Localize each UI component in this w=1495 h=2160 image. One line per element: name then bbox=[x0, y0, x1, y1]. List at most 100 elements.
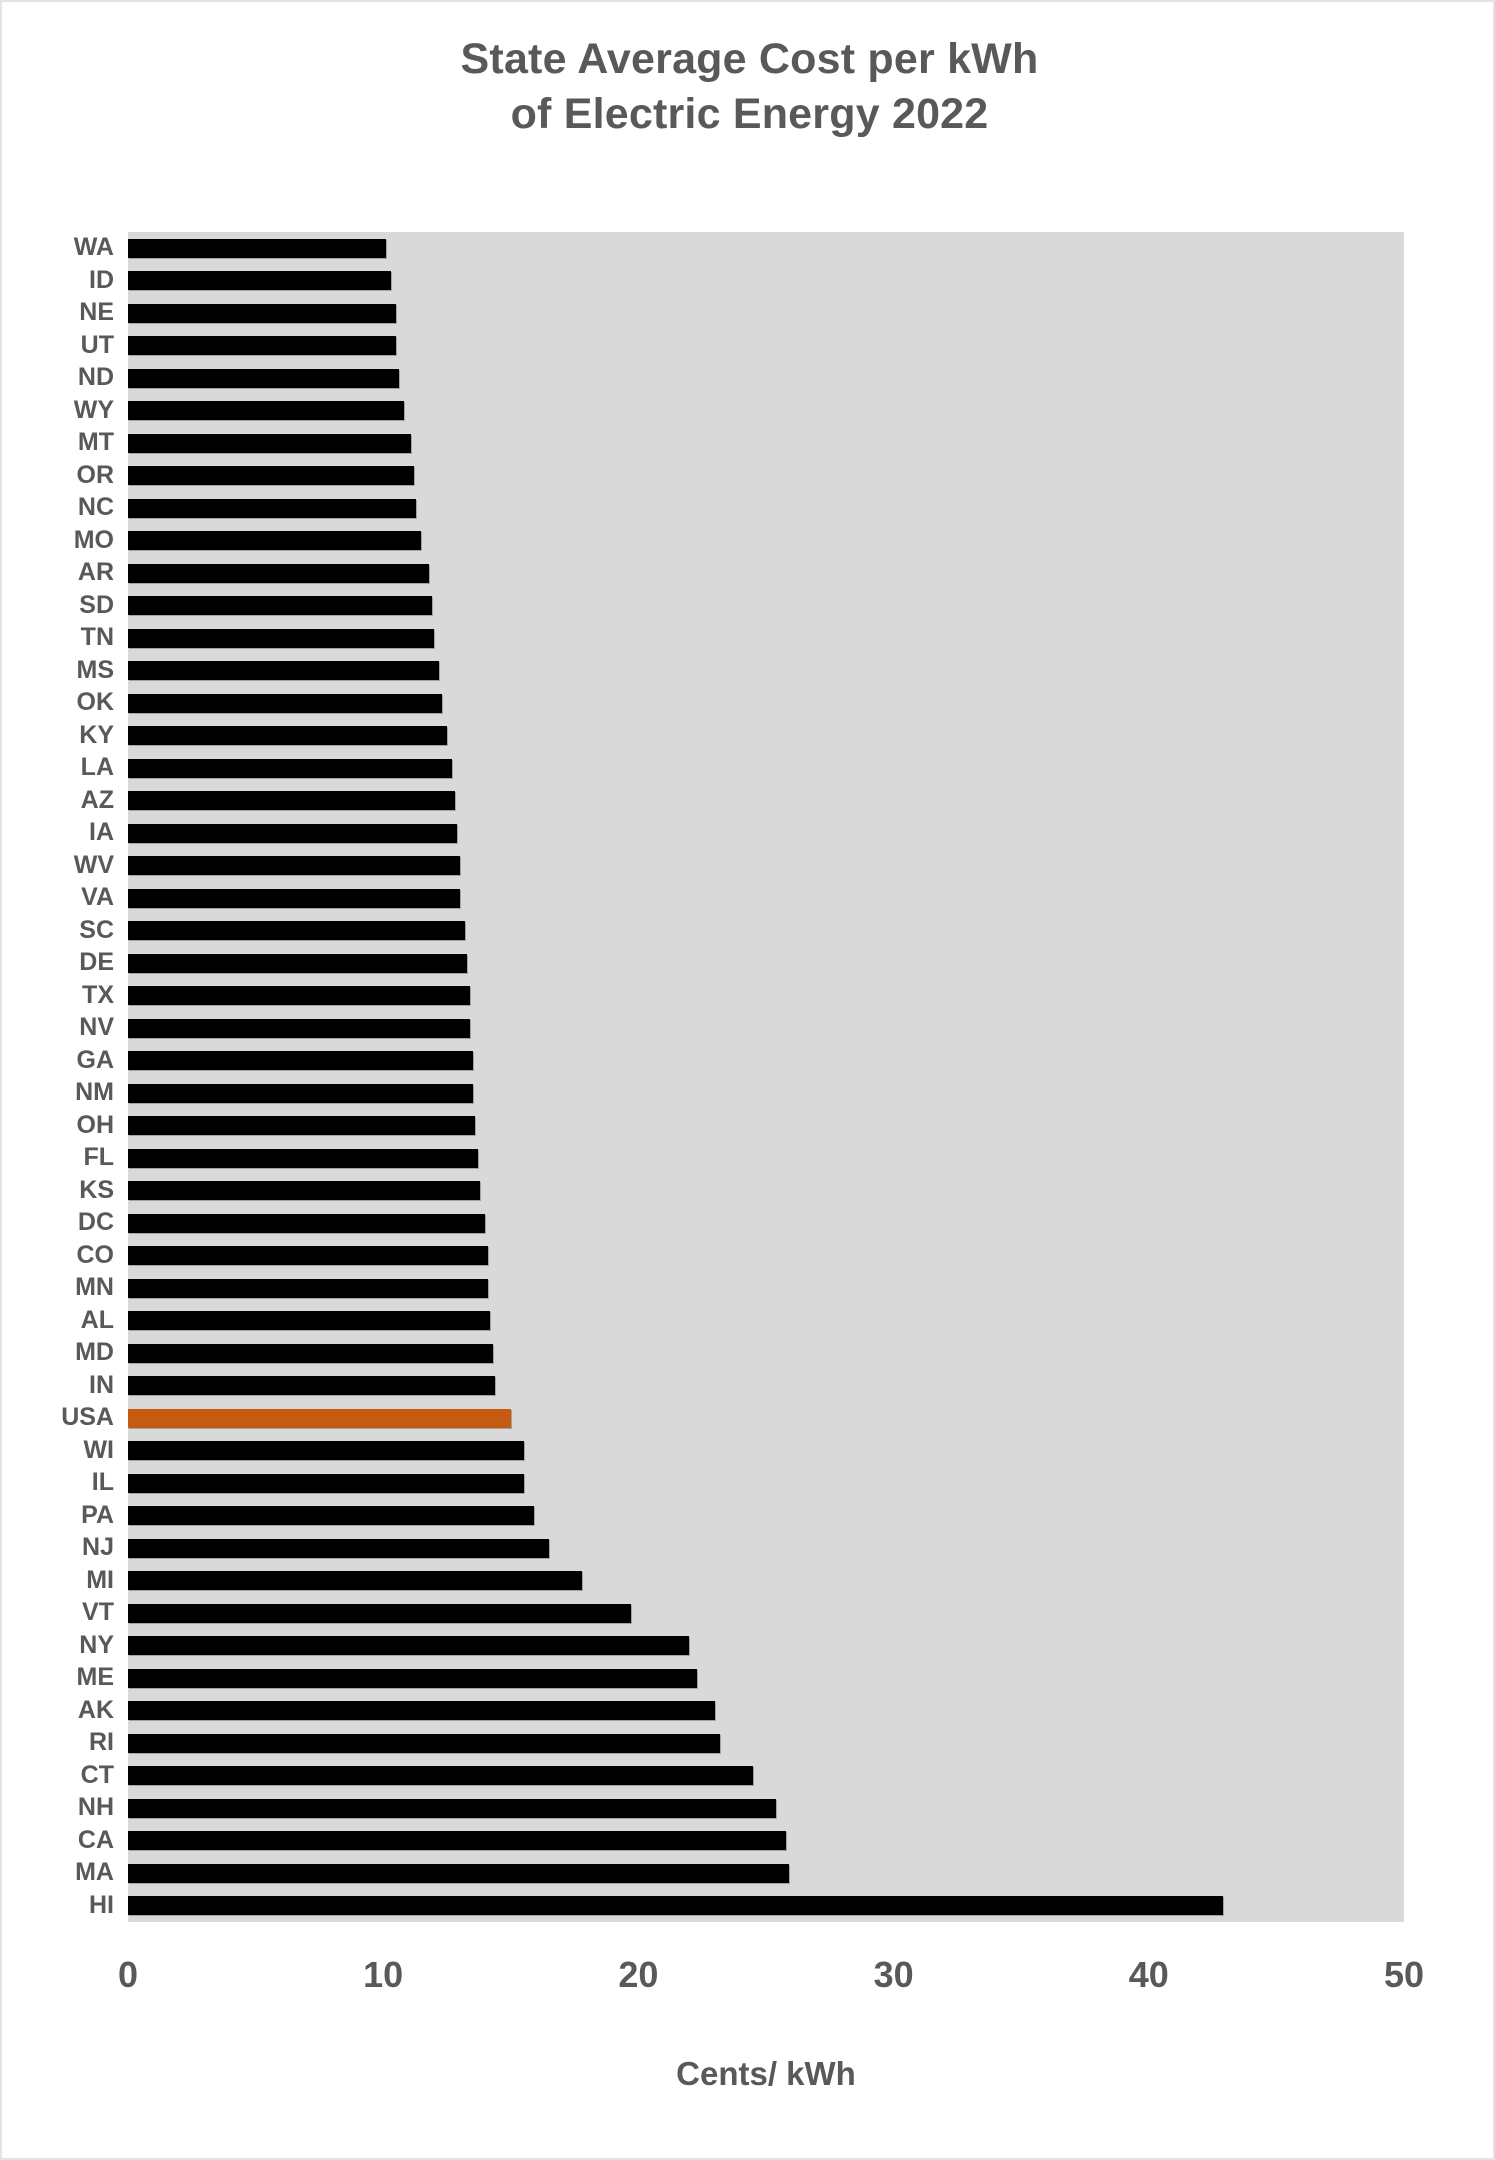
bar-hi bbox=[128, 1896, 1223, 1916]
bar-ca bbox=[128, 1831, 787, 1851]
x-tick-30: 30 bbox=[873, 1954, 914, 1995]
bar-la bbox=[128, 758, 453, 778]
bar-id bbox=[128, 271, 391, 291]
y-label-vt: VT bbox=[82, 1598, 114, 1627]
y-label-mi: MI bbox=[86, 1565, 114, 1594]
bar-wv bbox=[128, 856, 460, 876]
bar-dc bbox=[128, 1213, 486, 1233]
y-label-sd: SD bbox=[79, 590, 114, 619]
y-label-ct: CT bbox=[80, 1760, 114, 1789]
y-label-az: AZ bbox=[80, 785, 114, 814]
bar-nm bbox=[128, 1083, 473, 1103]
y-label-id: ID bbox=[89, 265, 114, 294]
y-label-me: ME bbox=[76, 1663, 115, 1692]
y-label-nc: NC bbox=[77, 493, 114, 522]
bar-sd bbox=[128, 596, 432, 616]
chart-title: State Average Cost per kWh of Electric E… bbox=[2, 32, 1495, 142]
y-label-ga: GA bbox=[76, 1045, 115, 1074]
bar-wi bbox=[128, 1441, 524, 1461]
x-tick-10: 10 bbox=[363, 1954, 404, 1995]
bar-va bbox=[128, 888, 460, 908]
bar-mo bbox=[128, 531, 422, 551]
y-label-pa: PA bbox=[81, 1500, 114, 1529]
bar-mi bbox=[128, 1571, 583, 1591]
y-label-ca: CA bbox=[77, 1825, 114, 1854]
bar-ma bbox=[128, 1863, 789, 1883]
bar-in bbox=[128, 1376, 496, 1396]
y-label-tx: TX bbox=[82, 980, 114, 1009]
bar-usa bbox=[128, 1408, 511, 1428]
y-label-wy: WY bbox=[73, 395, 114, 424]
y-label-co: CO bbox=[76, 1240, 115, 1269]
bar-ne bbox=[128, 303, 396, 323]
bar-pa bbox=[128, 1506, 534, 1526]
y-label-va: VA bbox=[81, 883, 114, 912]
y-label-wa: WA bbox=[73, 233, 114, 262]
bar-tx bbox=[128, 986, 470, 1006]
bar-series bbox=[128, 232, 1404, 1922]
y-label-or: OR bbox=[76, 460, 115, 489]
y-label-nj: NJ bbox=[82, 1533, 114, 1562]
bar-ar bbox=[128, 563, 430, 583]
bar-or bbox=[128, 466, 414, 486]
y-label-ne: NE bbox=[79, 298, 114, 327]
bar-az bbox=[128, 791, 455, 811]
bar-mn bbox=[128, 1278, 488, 1298]
x-tick-40: 40 bbox=[1128, 1954, 1169, 1995]
y-label-la: LA bbox=[80, 753, 114, 782]
y-label-wi: WI bbox=[83, 1435, 114, 1464]
bar-ms bbox=[128, 661, 440, 681]
bar-wy bbox=[128, 401, 404, 421]
y-label-oh: OH bbox=[76, 1110, 115, 1139]
bar-vt bbox=[128, 1603, 631, 1623]
y-label-de: DE bbox=[79, 948, 114, 977]
y-label-ny: NY bbox=[79, 1630, 114, 1659]
bar-ak bbox=[128, 1701, 715, 1721]
bar-ks bbox=[128, 1181, 481, 1201]
bar-ny bbox=[128, 1636, 690, 1656]
y-label-ky: KY bbox=[79, 720, 114, 749]
bar-nh bbox=[128, 1798, 777, 1818]
y-label-mt: MT bbox=[77, 428, 114, 457]
bar-ut bbox=[128, 336, 396, 356]
bar-sc bbox=[128, 921, 465, 941]
x-tick-20: 20 bbox=[618, 1954, 659, 1995]
bar-ok bbox=[128, 693, 442, 713]
y-label-nv: NV bbox=[79, 1013, 114, 1042]
bar-ga bbox=[128, 1051, 473, 1071]
bar-nd bbox=[128, 368, 399, 388]
y-label-ok: OK bbox=[76, 688, 115, 717]
y-label-dc: DC bbox=[77, 1208, 114, 1237]
y-label-sc: SC bbox=[79, 915, 114, 944]
bar-tn bbox=[128, 628, 435, 648]
x-axis-tick-labels: 0 10 20 30 40 50 bbox=[2, 1957, 1495, 2017]
y-label-hi: HI bbox=[89, 1890, 114, 1919]
y-label-ar: AR bbox=[77, 558, 114, 587]
y-label-in: IN bbox=[89, 1370, 114, 1399]
y-label-nm: NM bbox=[75, 1078, 114, 1107]
y-label-ut: UT bbox=[80, 330, 114, 359]
x-tick-0: 0 bbox=[117, 1954, 139, 1995]
bar-nj bbox=[128, 1538, 550, 1558]
bar-nc bbox=[128, 498, 417, 518]
y-label-fl: FL bbox=[83, 1143, 114, 1172]
y-label-ak: AK bbox=[77, 1695, 114, 1724]
bar-ky bbox=[128, 726, 447, 746]
y-label-tn: TN bbox=[80, 623, 114, 652]
y-label-usa: USA bbox=[61, 1403, 114, 1432]
chart-title-line-1: State Average Cost per kWh bbox=[460, 35, 1039, 83]
y-label-nd: ND bbox=[77, 363, 114, 392]
y-label-mn: MN bbox=[75, 1273, 114, 1302]
bar-me bbox=[128, 1668, 698, 1688]
y-label-ma: MA bbox=[75, 1858, 114, 1887]
bar-fl bbox=[128, 1148, 478, 1168]
bar-de bbox=[128, 953, 468, 973]
y-label-ia: IA bbox=[89, 818, 114, 847]
bar-il bbox=[128, 1473, 524, 1493]
y-label-ks: KS bbox=[79, 1175, 114, 1204]
bar-wa bbox=[128, 238, 386, 258]
bar-nv bbox=[128, 1018, 470, 1038]
bar-co bbox=[128, 1246, 488, 1266]
y-label-ri: RI bbox=[89, 1728, 114, 1757]
